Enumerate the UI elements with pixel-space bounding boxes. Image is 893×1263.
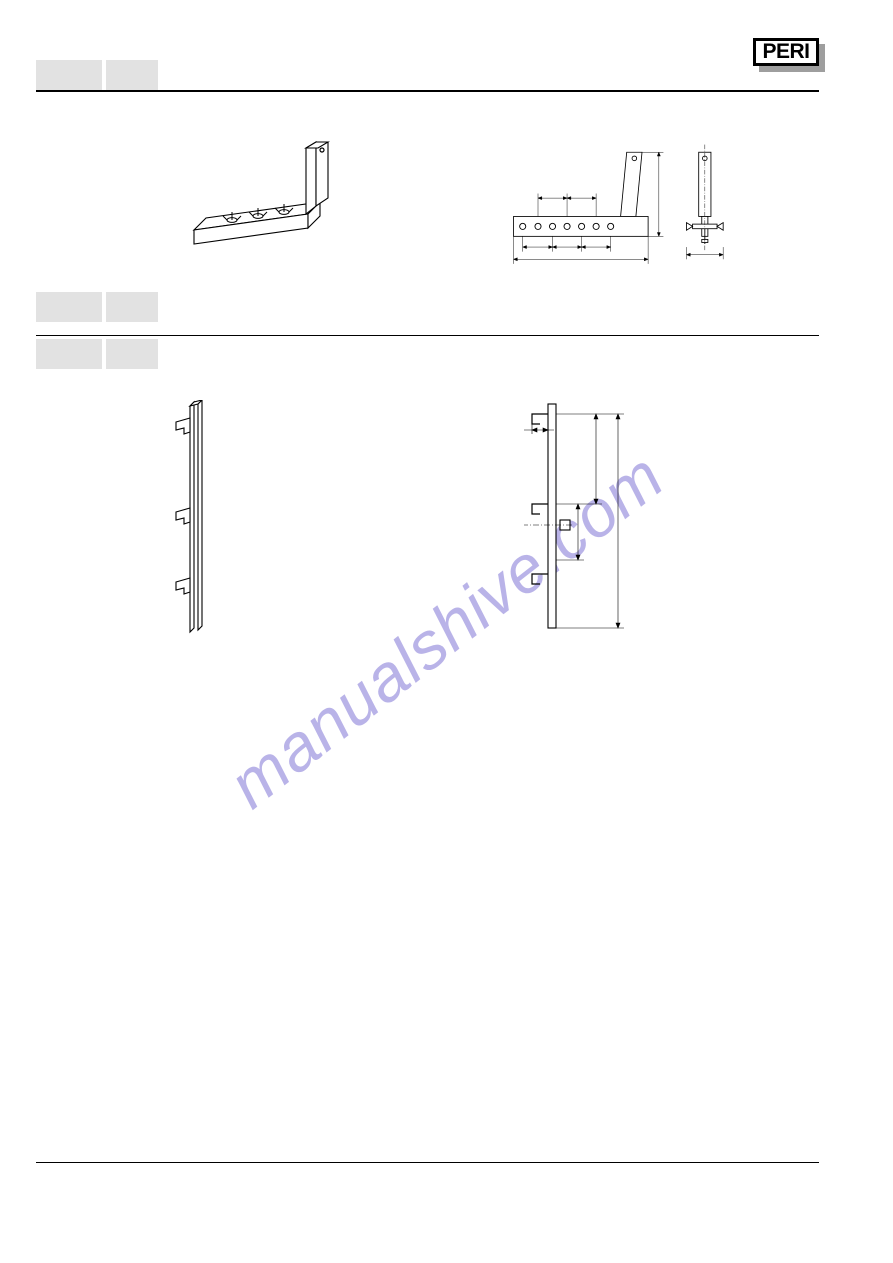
slider-front-view xyxy=(524,400,644,640)
rule-1 xyxy=(36,90,819,92)
logo-text: PERI xyxy=(762,40,809,64)
hdr1-col-b xyxy=(106,60,158,90)
slider-isometric-view xyxy=(170,400,234,640)
bracket-isometric-view xyxy=(188,138,378,258)
hdr3-col-b xyxy=(106,339,158,369)
rule-2 xyxy=(36,335,819,336)
footer-rule xyxy=(36,1162,819,1163)
peri-logo: PERI xyxy=(753,38,819,66)
bracket-side-view xyxy=(674,140,754,270)
logo-box: PERI xyxy=(753,38,819,66)
hdr2-col-b xyxy=(106,292,158,322)
hdr2-col-a xyxy=(36,292,102,322)
hdr1-col-a xyxy=(36,60,102,90)
bracket-front-view xyxy=(490,140,690,270)
hdr3-col-a xyxy=(36,339,102,369)
